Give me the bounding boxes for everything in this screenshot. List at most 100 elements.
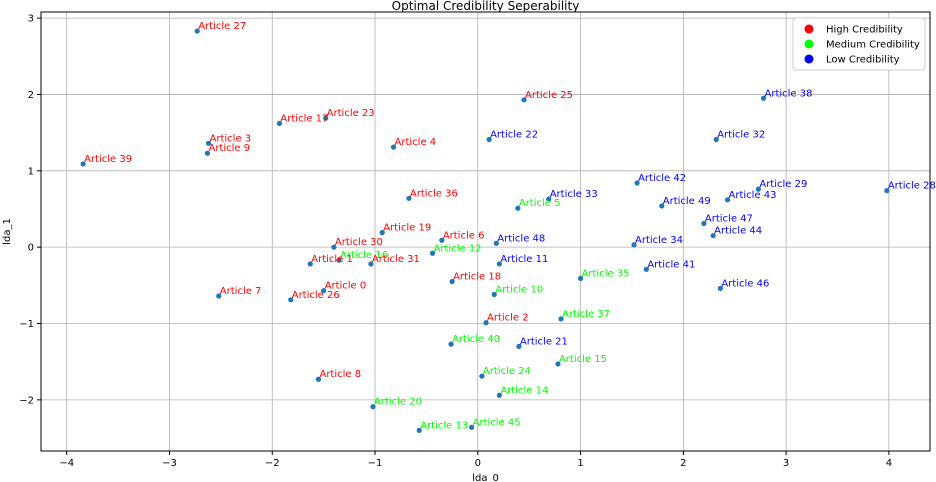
point-label: Article 22 <box>490 130 538 141</box>
scatter-point <box>315 376 322 382</box>
scatter-point <box>491 291 497 298</box>
point-label: Article 41 <box>647 259 695 270</box>
point-label: Article 47 <box>705 213 753 224</box>
point-label: Article 29 <box>759 179 807 190</box>
scatter-point <box>205 140 212 146</box>
point-label: Article 11 <box>500 254 548 265</box>
legend-box <box>792 17 926 71</box>
scatter-point <box>884 188 890 194</box>
point-label: Article 44 <box>714 226 762 237</box>
plot-frame <box>40 11 931 452</box>
point-label: Article 45 <box>473 417 521 428</box>
scatter-point <box>80 161 86 167</box>
point-label: Article 3 <box>210 133 252 144</box>
scatter-point <box>493 240 499 246</box>
point-label: Article 40 <box>452 334 500 345</box>
scatter-point <box>713 136 719 143</box>
scatter-point <box>276 120 283 127</box>
y-tick-label: 0 <box>28 243 34 254</box>
scatter-point <box>577 275 584 282</box>
point-label: Article 8 <box>319 369 361 380</box>
axis-ticks: −4 −3 −2 −1 0 1 2 3 4 −2 −1 0 1 2 3 <box>19 14 892 469</box>
point-label: Article 13 <box>420 420 468 431</box>
scatter-point <box>521 97 527 103</box>
point-label: Article 32 <box>717 130 765 141</box>
scatter-point <box>448 341 454 347</box>
x-tick-label: −1 <box>368 458 383 469</box>
scatter-point <box>469 424 475 430</box>
point-label: Article 12 <box>434 243 482 254</box>
point-label: Article 27 <box>198 21 246 32</box>
y-axis-label: lda_1 <box>2 218 13 245</box>
point-label: Article 21 <box>520 336 568 347</box>
point-label: Article 49 <box>663 196 711 207</box>
x-tick-label: −3 <box>162 458 177 469</box>
x-tick-label: 4 <box>886 458 892 469</box>
data-points <box>80 28 890 433</box>
x-axis-label: lda_0 <box>472 473 499 482</box>
scatter-point <box>370 404 376 410</box>
scatter-point <box>724 197 731 203</box>
scatter-point <box>368 261 374 267</box>
legend-marker <box>804 24 814 34</box>
point-label: Article 30 <box>335 237 383 248</box>
scatter-point <box>216 293 222 299</box>
scatter-point <box>659 203 665 209</box>
point-label: Article 5 <box>519 198 561 209</box>
y-tick-label: 3 <box>28 14 34 25</box>
scatter-point <box>390 144 397 150</box>
point-label: Article 26 <box>292 290 340 301</box>
point-label: Article 39 <box>84 154 132 165</box>
point-label: Article 1 <box>311 254 353 265</box>
point-label: Article 35 <box>582 268 630 279</box>
scatter-point <box>204 150 211 156</box>
y-tick-label: −2 <box>19 395 34 406</box>
point-label: Article 38 <box>765 88 813 99</box>
point-label: Article 2 <box>487 313 529 324</box>
point-label: Article 46 <box>721 278 769 289</box>
scatter-point <box>486 136 492 143</box>
scatter-point <box>496 392 502 398</box>
scatter-point <box>479 373 485 379</box>
point-label: Article 0 <box>325 281 367 292</box>
scatter-point <box>631 242 637 248</box>
scatter-point <box>558 316 564 322</box>
point-label: Article 17 <box>280 113 328 124</box>
scatter-point <box>439 237 445 243</box>
point-label: Article 18 <box>453 272 501 283</box>
point-label: Article 20 <box>374 397 422 408</box>
legend-label: High Credibility <box>826 25 903 36</box>
scatter-point <box>449 278 455 285</box>
scatter-point <box>483 320 489 326</box>
scatter-point <box>755 186 761 192</box>
scatter-point <box>717 285 723 291</box>
scatter-point <box>288 297 294 303</box>
point-label: Article 36 <box>410 188 458 199</box>
point-label: Article 31 <box>372 254 420 265</box>
point-label: Article 6 <box>443 230 485 241</box>
scatter-point <box>555 361 561 367</box>
point-label: Article 42 <box>638 173 686 184</box>
scatter-point <box>323 115 329 121</box>
point-label: Article 33 <box>550 189 598 200</box>
x-tick-label: −4 <box>59 458 74 469</box>
point-label: Article 9 <box>208 143 250 154</box>
scatter-point <box>496 261 502 267</box>
x-tick-label: 1 <box>577 458 583 469</box>
point-labels: Article 27 Article 25 Article 38 Article 23… <box>84 21 936 431</box>
point-label: Article 23 <box>327 108 375 119</box>
point-label: Article 43 <box>729 190 777 201</box>
point-label: Article 10 <box>495 284 543 295</box>
scatter-point <box>634 180 640 186</box>
legend-marker <box>804 39 814 49</box>
scatter-point <box>760 95 767 101</box>
x-tick-label: −2 <box>265 458 280 469</box>
legend: High Credibility Medium Credibility Low Cr… <box>792 17 926 71</box>
scatter-point <box>406 195 412 201</box>
point-label: Article 28 <box>888 181 936 192</box>
point-label: Article 7 <box>220 286 262 297</box>
scatter-point <box>331 244 337 250</box>
scatter-point <box>416 427 422 433</box>
scatter-point <box>429 250 436 256</box>
point-label: Article 19 <box>383 223 431 234</box>
